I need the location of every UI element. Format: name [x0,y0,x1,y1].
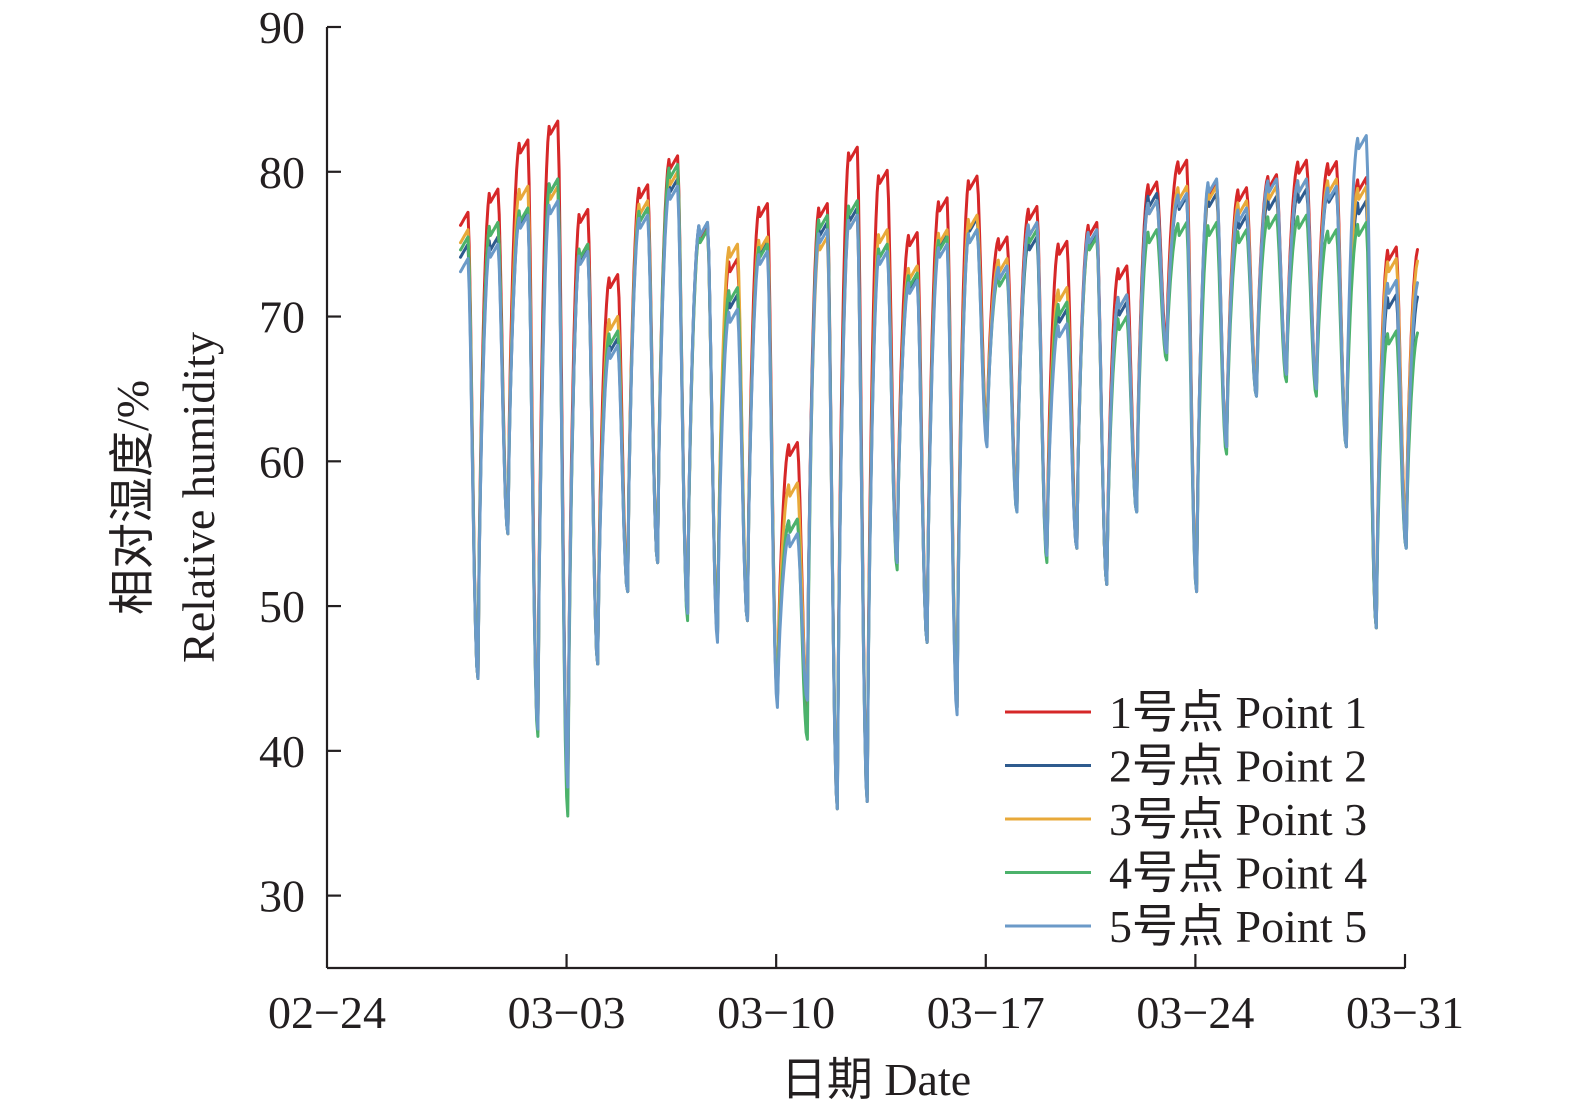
axes-layer: 30 40 50 60 70 80 90 02−24 03−03 03−10 03−17 03−24… [259,2,1464,1038]
y-tick-label: 50 [259,581,305,632]
y-tick-label: 90 [259,2,305,53]
legend-label-point-2: 2号点 Point 2 [1109,741,1367,792]
series-line-point-5 [459,134,1419,811]
y-tick-label: 80 [259,147,305,198]
x-tick-label: 03−10 [717,987,835,1038]
y-ticks: 30 40 50 60 70 80 90 [259,2,341,922]
series-layer [459,119,1419,818]
x-tick-label: 02−24 [268,987,386,1038]
x-tick-label: 03−24 [1136,987,1254,1038]
legend-label-point-1: 1号点 Point 1 [1109,687,1367,738]
x-axis-title: 日期 Date [781,1054,971,1105]
y-tick-label: 40 [259,726,305,777]
legend-label-point-3: 3号点 Point 3 [1109,794,1367,845]
y-axis-title-chinese: 相对湿度/% [107,380,158,615]
x-tick-label: 03−31 [1346,987,1464,1038]
y-tick-label: 60 [259,436,305,487]
y-tick-label: 30 [259,871,305,922]
x-tick-label: 03−17 [927,987,1045,1038]
legend-label-point-5: 5号点 Point 5 [1109,901,1367,952]
y-axis-title-english: Relative humidity [173,332,224,663]
x-ticks: 02−24 03−03 03−10 03−17 03−24 03−31 [268,954,1464,1038]
legend-label-point-4: 4号点 Point 4 [1109,848,1367,899]
y-tick-label: 70 [259,292,305,343]
x-tick-label: 03−03 [508,987,626,1038]
